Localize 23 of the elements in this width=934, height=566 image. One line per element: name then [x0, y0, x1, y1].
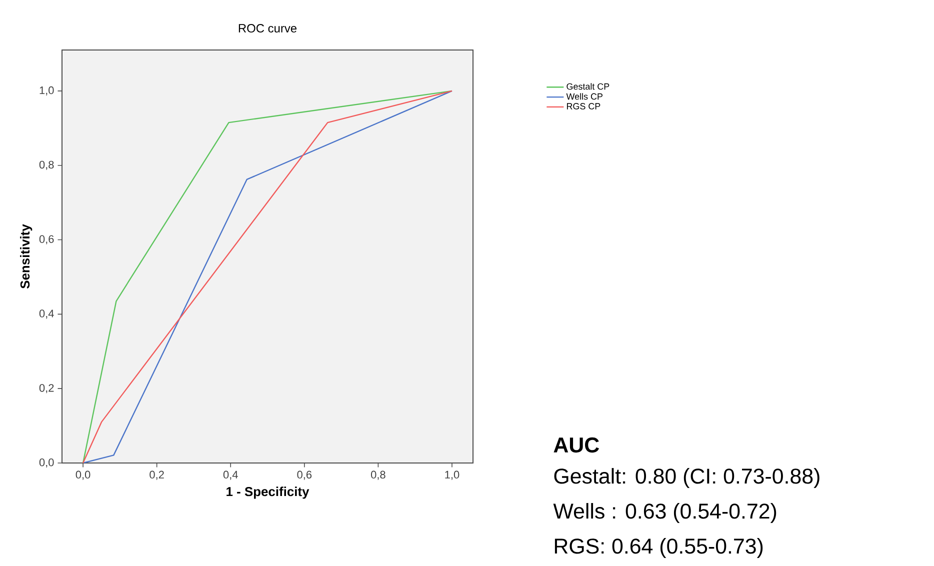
- y-axis-title: Sensitivity: [20, 224, 32, 289]
- legend-label: RGS CP: [566, 103, 600, 110]
- y-tick-label: 1,0: [40, 86, 54, 96]
- x-axis-title: 1 - Specificity: [226, 486, 310, 499]
- legend-label: Gestalt CP: [566, 83, 610, 90]
- x-tick-label: 0,2: [150, 470, 164, 480]
- y-tick-label: 0,6: [39, 235, 54, 244]
- y-tick-label: 0,0: [39, 458, 54, 468]
- y-tick-label: 0,4: [39, 310, 54, 319]
- y-tick-label: 0,2: [39, 384, 54, 394]
- chart-title: ROC curve: [238, 24, 297, 32]
- x-tick-label: 0,8: [370, 470, 386, 480]
- text: Wells : 0.63 (0.54-0.72): [553, 503, 776, 523]
- text: RGS: 0.64 (0.55-0.73): [554, 538, 763, 558]
- x-tick-label: 0,0: [76, 470, 90, 480]
- x-tick-label: 0,4: [223, 470, 238, 480]
- x-tick-label: 1,0: [445, 470, 460, 480]
- x-tick-label: 0,6: [297, 470, 312, 480]
- text: Gestalt: 0.80 (CI: 0.73-0.88): [554, 468, 820, 488]
- line-series: [82, 90, 453, 463]
- legend-label: Wells CP: [566, 93, 602, 100]
- y-tick-label: 0,8: [39, 160, 54, 170]
- text: AUC: [554, 437, 600, 453]
